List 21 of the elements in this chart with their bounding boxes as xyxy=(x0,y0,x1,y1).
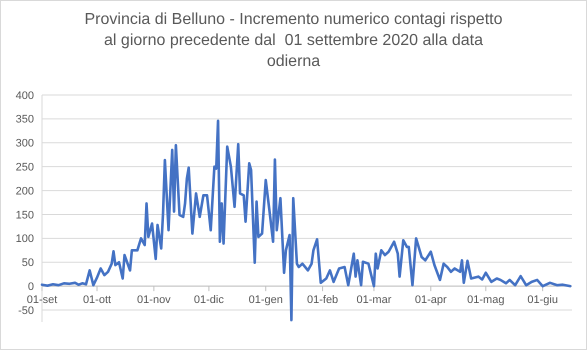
x-tick-label: 01-mag xyxy=(467,294,504,306)
y-tick-label: 200 xyxy=(16,185,34,198)
x-tick-label: 01-mar xyxy=(356,294,392,306)
x-tick-label: 01-set xyxy=(26,294,58,306)
x-tick-label: 01-nov xyxy=(137,294,172,306)
y-tick-label: 250 xyxy=(16,162,34,174)
y-tick-label: 0 xyxy=(28,281,34,294)
y-tick-label: 100 xyxy=(16,233,34,246)
y-tick-label: 400 xyxy=(16,90,34,102)
y-tick-label: 350 xyxy=(16,114,34,126)
y-tick-label: 150 xyxy=(16,209,34,222)
x-tick-label: 01-feb xyxy=(306,294,338,306)
y-tick-label: 50 xyxy=(22,257,34,270)
x-tick-label: 01-giu xyxy=(527,294,558,306)
y-tick-label: -50 xyxy=(18,304,34,317)
x-tick-label: 01-ott xyxy=(82,294,112,306)
x-tick-label: 01-gen xyxy=(248,294,283,306)
x-tick-label: 01-dic xyxy=(194,294,224,306)
y-tick-label: 300 xyxy=(16,138,34,150)
x-tick-label: 01-apr xyxy=(414,294,448,306)
chart-title: Provincia di Belluno - Incremento numerico contagi rispetto al giorno precedente dal 01 settembre 2020 alla data odierna xyxy=(84,11,503,70)
